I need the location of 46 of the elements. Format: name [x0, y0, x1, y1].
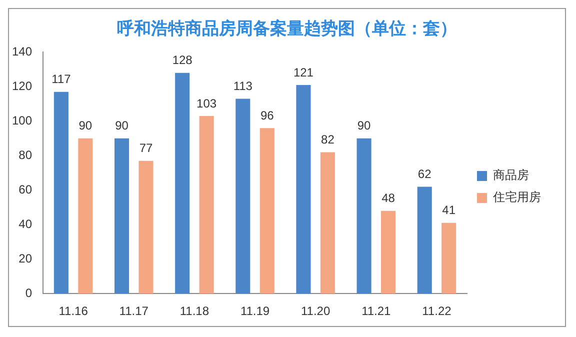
x-tick-label: 11.22 — [422, 304, 452, 318]
data-label: 90 — [357, 118, 372, 133]
x-tick-label: 11.19 — [240, 304, 270, 318]
legend-label: 住宅用房 — [492, 190, 541, 204]
x-tick-label: 11.18 — [180, 304, 210, 318]
y-tick-label: 20 — [18, 251, 32, 266]
data-label: 90 — [78, 118, 92, 133]
data-label: 48 — [382, 191, 396, 206]
chart-title: 呼和浩特商品房周备案量趋势图（单位：套） — [116, 18, 458, 40]
y-tick-label: 100 — [12, 113, 32, 128]
y-tick-label: 140 — [12, 44, 32, 59]
bar — [417, 186, 432, 294]
x-tick-label: 11.16 — [58, 304, 88, 318]
data-label: 41 — [442, 203, 456, 218]
bar — [114, 138, 130, 294]
bar — [54, 92, 68, 294]
y-tick-label: 120 — [12, 79, 32, 93]
bar — [78, 138, 93, 294]
y-tick-label: 80 — [18, 148, 32, 162]
x-tick-label: 11.17 — [119, 304, 149, 318]
data-label: 117 — [52, 72, 72, 86]
bar — [260, 128, 274, 294]
data-label: 82 — [321, 132, 335, 147]
bar — [199, 116, 214, 294]
data-label: 90 — [115, 118, 129, 133]
x-tick-label: 11.20 — [301, 304, 330, 318]
data-label: 121 — [293, 65, 314, 80]
data-label: 77 — [139, 141, 153, 156]
data-label: 62 — [418, 167, 432, 182]
bar — [380, 210, 396, 294]
data-label: 96 — [260, 108, 274, 122]
data-label: 113 — [233, 79, 253, 94]
bar — [320, 152, 335, 294]
bar — [175, 72, 190, 294]
bar — [138, 160, 154, 294]
bar — [296, 84, 311, 294]
bar — [442, 222, 456, 294]
data-label: 103 — [196, 96, 217, 110]
y-tick-label: 60 — [18, 182, 32, 196]
x-tick-label: 11.21 — [362, 304, 392, 318]
bar — [236, 98, 250, 294]
y-tick-label: 0 — [25, 286, 32, 300]
data-label: 128 — [172, 53, 193, 68]
bar — [356, 138, 372, 294]
y-tick-label: 40 — [18, 216, 32, 231]
legend-label: 商品房 — [493, 168, 529, 182]
